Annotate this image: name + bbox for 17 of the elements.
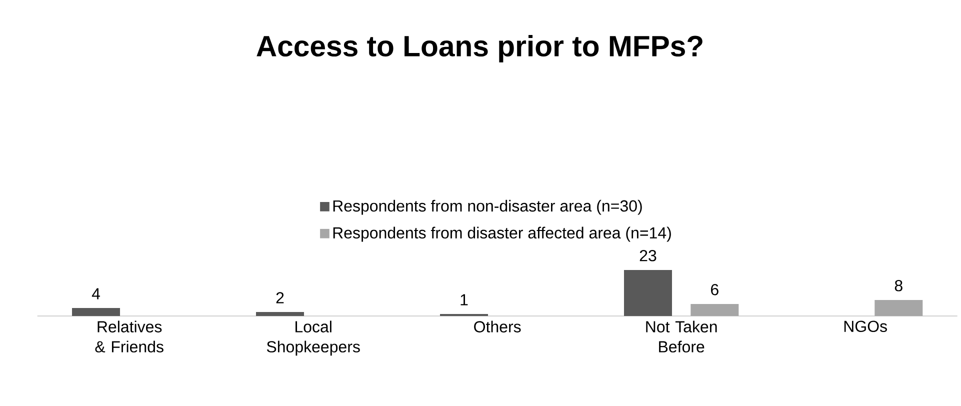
x-tick-label: Others bbox=[474, 320, 521, 332]
data-label: 6 bbox=[711, 284, 718, 296]
legend-label: Respondents from disaster affected area (n=14) bbox=[333, 226, 671, 242]
bar bbox=[72, 308, 120, 316]
data-label: 8 bbox=[894, 280, 902, 292]
bar bbox=[624, 270, 672, 316]
x-tick-label: Relatives & Friends bbox=[95, 320, 164, 352]
bar bbox=[256, 312, 304, 316]
x-tick-label: Local Shopkeepers bbox=[266, 320, 360, 356]
data-label: 4 bbox=[92, 288, 100, 300]
legend-label: Respondents from non-disaster area (n=30) bbox=[333, 200, 642, 215]
data-label: 23 bbox=[640, 250, 656, 262]
chart-title: Access to Loans prior to MFPs? bbox=[256, 34, 702, 62]
data-label: 1 bbox=[460, 294, 468, 306]
x-tick-label: Not Taken Before bbox=[646, 320, 717, 352]
x-tick-label: NGOs bbox=[844, 320, 887, 332]
data-label: 2 bbox=[276, 292, 284, 304]
